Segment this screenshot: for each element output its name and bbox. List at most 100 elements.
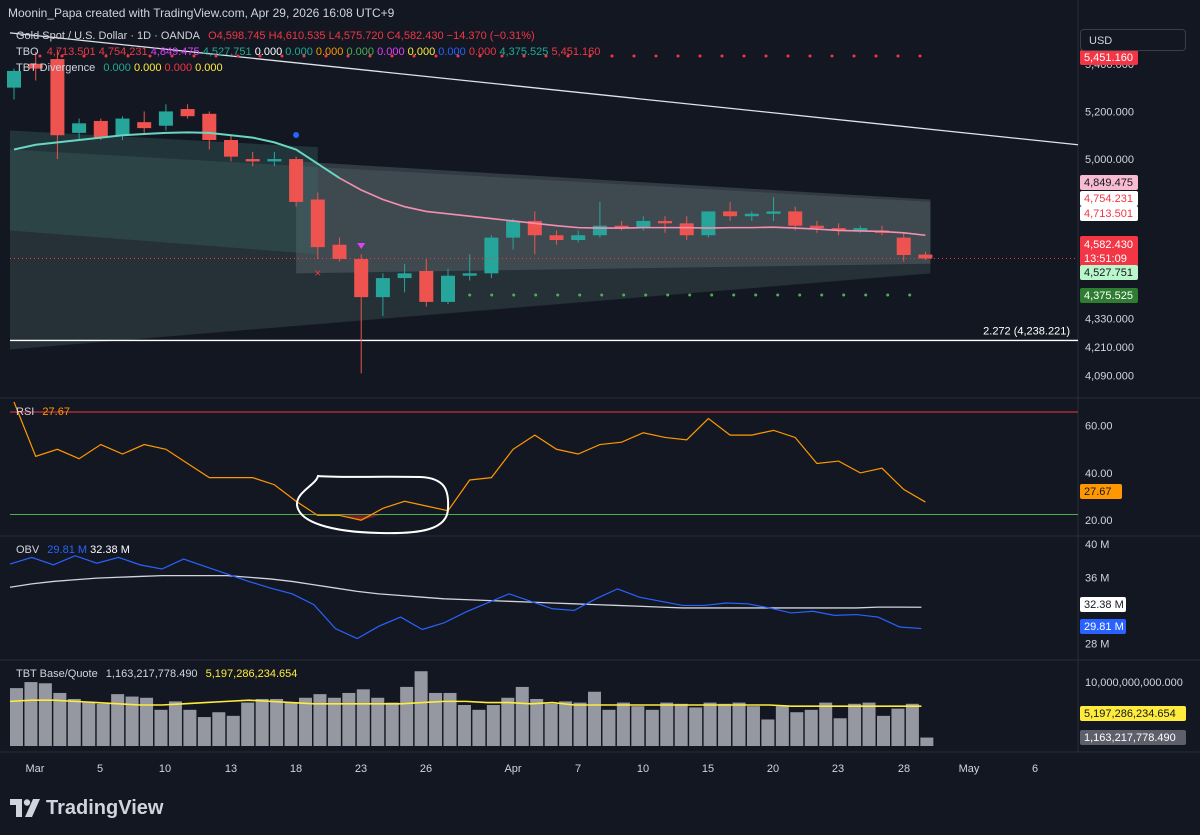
candle-body	[7, 70, 21, 88]
cross-marker: ×	[314, 266, 321, 280]
tbo-value: 4,754.231	[98, 46, 148, 58]
volume-bar	[761, 719, 775, 746]
candle-body	[527, 220, 542, 236]
obv-legend[interactable]: OBV 29.81 M 32.38 M	[16, 544, 130, 556]
volume-bar	[877, 715, 890, 746]
candle-body	[853, 228, 868, 231]
volume-bar	[631, 706, 645, 746]
price-label: 4,713.501	[1084, 208, 1133, 220]
candle-body	[658, 220, 672, 224]
volume-bar	[833, 718, 847, 746]
time-tick: Apr	[504, 763, 521, 775]
volume-bar	[544, 703, 558, 746]
volume-bar	[327, 697, 341, 746]
currency-button[interactable]: USD	[1080, 29, 1186, 51]
volume-bar	[732, 702, 746, 746]
level-dot	[874, 54, 878, 58]
volume-bar	[226, 715, 240, 746]
volume-bar	[38, 683, 52, 746]
rsi-oversold-fill	[296, 514, 448, 521]
time-tick: 18	[290, 763, 302, 775]
obv-line	[9, 555, 922, 640]
tbo-value: 0.000	[377, 46, 405, 58]
tbo-value: 4,527.751	[202, 46, 252, 58]
price-label-bg	[1080, 288, 1138, 303]
volume-bar	[400, 686, 414, 746]
candle-body	[571, 235, 586, 240]
tradingview-logo-icon	[10, 799, 40, 817]
level-dot	[512, 293, 516, 297]
obv-ma-tag-bg	[1080, 597, 1126, 612]
volume-bar	[559, 701, 573, 746]
time-axis[interactable]: Mar 5 10 13 18 23 26 Apr 7 10 15 20 23 28 May 6	[26, 763, 1039, 775]
divergence-legend[interactable]: TBT Divergence 0.000 0.000 0.000 0.000	[16, 62, 223, 74]
volume-bar	[10, 688, 23, 746]
volume-tag: 1,163,217,778.490	[1084, 732, 1176, 744]
level-dot	[280, 54, 284, 58]
level-dot	[148, 54, 152, 58]
base-quote-legend[interactable]: TBT Base/Quote 1,163,217,778.490 5,197,2…	[16, 668, 297, 680]
volume-bar	[429, 692, 443, 746]
candle-body	[72, 123, 87, 133]
volume-bar	[212, 712, 226, 746]
volume-bar	[674, 703, 688, 746]
volume-bar	[804, 709, 818, 746]
candle-body	[289, 159, 304, 202]
tbo-value: 0.000	[438, 46, 466, 58]
volume-bar	[848, 703, 862, 746]
time-tick: 28	[898, 763, 910, 775]
tbo-value: 0.000	[468, 46, 497, 58]
price-tick: 4,210.000	[1085, 342, 1134, 354]
symbol-high: H4,610.535	[268, 30, 326, 42]
candle-body	[484, 237, 499, 274]
candle-body	[896, 237, 911, 255]
tbo-legend[interactable]: TBO 4,713.501 4,754.231 4,849.475 4,527.…	[16, 46, 600, 58]
candle-body	[354, 259, 369, 298]
divergence-label: TBT Divergence	[16, 62, 96, 74]
brand-text: TradingView	[46, 796, 164, 819]
rsi-legend[interactable]: RSI 27.67	[16, 406, 70, 418]
base-quote-value: 1,163,217,778.490	[105, 668, 198, 680]
tbo-value: 4,849.475	[150, 46, 200, 58]
volume-bar	[111, 694, 125, 746]
level-dot	[698, 54, 702, 58]
volume-bar	[905, 703, 919, 746]
level-dot	[126, 54, 130, 58]
price-axis[interactable]: 5,400.0005,200.0005,000.0004,330.0004,21…	[1080, 50, 1186, 745]
level-dot	[258, 54, 262, 58]
level-dot	[742, 54, 746, 58]
candle-body	[158, 111, 173, 126]
tradingview-logo[interactable]: TradingView	[10, 796, 163, 820]
candle-body	[441, 275, 455, 302]
level-dot	[578, 293, 582, 297]
level-dot	[192, 54, 196, 58]
rsi-tick: 20.00	[1085, 515, 1113, 527]
symbol-legend[interactable]: Gold Spot / U.S. Dollar · 1D · OANDA O4,…	[16, 30, 535, 42]
candle-body	[115, 118, 130, 136]
volume-ma-tag-bg	[1080, 706, 1186, 721]
cloud-band	[10, 130, 318, 255]
tbo-value: 0.000	[407, 46, 436, 58]
candle-body	[137, 122, 152, 129]
level-dot	[390, 54, 394, 58]
rsi-line	[13, 401, 926, 521]
obv-tick: 28 M	[1085, 639, 1109, 651]
volume-bar	[284, 702, 298, 746]
candle-body	[766, 211, 781, 214]
level-dot	[368, 54, 372, 58]
candle-body	[245, 159, 260, 162]
time-tick: 15	[702, 763, 714, 775]
time-tick: 23	[832, 763, 844, 775]
tbo-label: TBO	[16, 46, 39, 58]
level-dot	[918, 54, 922, 58]
volume-bar	[775, 706, 789, 746]
volume-bar	[602, 709, 616, 746]
price-label: 4,849.475	[1084, 177, 1133, 189]
volume-bar	[689, 707, 703, 746]
obv-tag: 29.81 M	[1084, 621, 1124, 633]
ema-line	[13, 131, 341, 179]
volume-ma-tag: 5,197,286,234.654	[1084, 708, 1176, 720]
candle-body	[28, 63, 43, 69]
time-tick: 10	[159, 763, 171, 775]
